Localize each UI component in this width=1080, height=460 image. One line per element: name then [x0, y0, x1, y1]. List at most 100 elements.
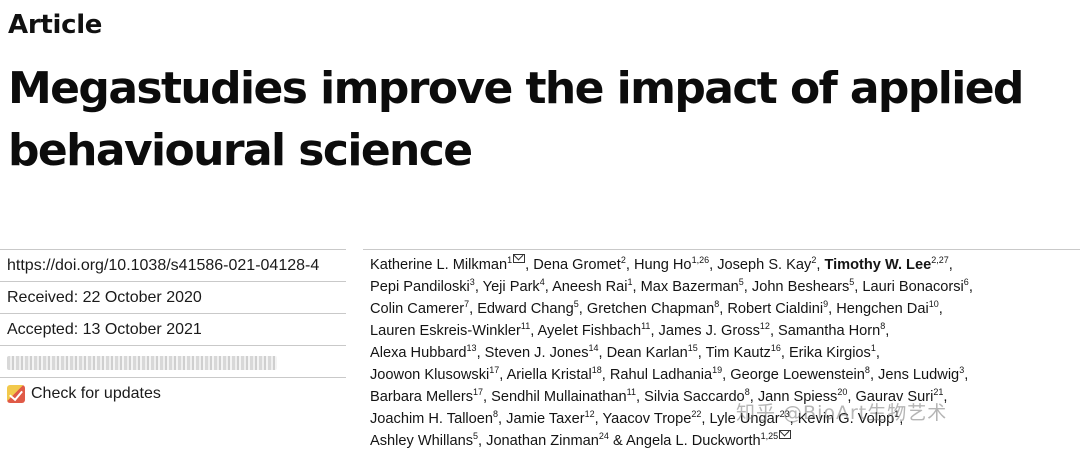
- author-name[interactable]: Timothy W. Lee: [824, 257, 932, 273]
- author-name[interactable]: Alexa Hubbard: [370, 345, 467, 361]
- affiliation-number: 1,26: [691, 255, 710, 266]
- check-for-updates-label: Check for updates: [31, 384, 161, 402]
- accepted-date: Accepted: 13 October 2021: [0, 313, 346, 345]
- author-name[interactable]: James J. Gross: [658, 323, 760, 339]
- author-name[interactable]: Rahul Ladhania: [609, 367, 713, 383]
- affiliation-number: 17: [489, 365, 500, 376]
- author-name[interactable]: Ayelet Fishbach: [537, 323, 642, 339]
- author-name[interactable]: Lauri Bonacorsi: [862, 279, 964, 295]
- author-name[interactable]: Hengchen Dai: [836, 301, 929, 317]
- author-name[interactable]: Barbara Mellers: [370, 389, 474, 405]
- paper-title-line-2: behavioural science: [8, 125, 473, 176]
- author-name[interactable]: Max Bazerman: [640, 279, 739, 295]
- author-name[interactable]: Gaurav Suri: [855, 389, 934, 405]
- author-name[interactable]: Yaacov Trope: [602, 411, 692, 427]
- affiliation-number: 22: [691, 409, 702, 420]
- affiliation-number: 11: [520, 321, 531, 332]
- author-line: Colin Camerer7, Edward Chang5, Gretchen …: [370, 299, 943, 317]
- affiliation-number: 13: [466, 343, 477, 354]
- author-name[interactable]: Silvia Saccardo: [644, 389, 745, 405]
- author-name[interactable]: Katherine L. Milkman: [370, 257, 508, 273]
- article-type-label: Article: [8, 10, 103, 40]
- author-name[interactable]: Robert Cialdini: [727, 301, 824, 317]
- author-name[interactable]: Samantha Horn: [778, 323, 881, 339]
- author-line: Joachim H. Talloen8, Jamie Taxer12, Yaac…: [370, 409, 904, 427]
- affiliation-number: 20: [837, 387, 848, 398]
- author-name[interactable]: Aneesh Rai: [552, 279, 628, 295]
- author-name[interactable]: Jonathan Zinman: [486, 433, 599, 449]
- corresponding-author-email-icon[interactable]: [779, 430, 792, 439]
- author-name[interactable]: Steven J. Jones: [484, 345, 589, 361]
- author-name[interactable]: John Beshears: [751, 279, 850, 295]
- affiliation-number: 1: [627, 277, 633, 288]
- paper-title-line-1: Megastudies improve the impact of applie…: [8, 63, 1024, 114]
- affiliation-number: 5: [473, 431, 479, 442]
- author-name[interactable]: Joachim H. Talloen: [370, 411, 494, 427]
- article-metadata: https://doi.org/10.1038/s41586-021-04128…: [0, 249, 346, 409]
- author-name[interactable]: Joowon Klusowski: [370, 367, 490, 383]
- author-line: Joowon Klusowski17, Ariella Kristal18, R…: [370, 365, 969, 383]
- author-line: Alexa Hubbard13, Steven J. Jones14, Dean…: [370, 343, 880, 361]
- affiliation-number: 23: [779, 409, 790, 420]
- check-for-updates-button[interactable]: Check for updates: [0, 377, 346, 409]
- affiliation-number: 5: [573, 299, 579, 310]
- affiliation-number: 17: [473, 387, 484, 398]
- author-line: Ashley Whillans5, Jonathan Zinman24 & An…: [370, 430, 1078, 452]
- affiliation-number: 9: [823, 299, 829, 310]
- author-name[interactable]: Kevin G. Volpp: [797, 411, 895, 427]
- affiliation-number: 1,25: [760, 431, 779, 442]
- affiliation-number: 18: [591, 365, 602, 376]
- author-name[interactable]: Angela L. Duckworth: [625, 433, 761, 449]
- received-date: Received: 22 October 2020: [0, 281, 346, 313]
- author-name[interactable]: Erika Kirgios: [788, 345, 871, 361]
- affiliation-number: 21: [933, 387, 944, 398]
- affiliation-number: 1: [870, 343, 876, 354]
- author-name[interactable]: Lauren Eskreis-Winkler: [370, 323, 521, 339]
- affiliation-number: 8: [744, 387, 750, 398]
- author-name[interactable]: Gretchen Chapman: [586, 301, 715, 317]
- author-name[interactable]: Dena Gromet: [533, 257, 621, 273]
- affiliation-number: 19: [712, 365, 723, 376]
- author-name[interactable]: Jens Ludwig: [878, 367, 960, 383]
- affiliation-number: 1: [507, 255, 513, 266]
- author-name[interactable]: Colin Camerer: [370, 301, 465, 317]
- affiliation-number: 8: [864, 365, 870, 376]
- affiliation-number: 8: [714, 299, 720, 310]
- affiliation-number: 12: [584, 409, 595, 420]
- check-updates-icon: [7, 384, 25, 403]
- author-line: Lauren Eskreis-Winkler11, Ayelet Fishbac…: [370, 321, 890, 339]
- affiliation-number: 7: [464, 299, 470, 310]
- affiliation-number: 8: [493, 409, 499, 420]
- author-name[interactable]: Yeji Park: [482, 279, 540, 295]
- author-name[interactable]: Jann Spiess: [757, 389, 838, 405]
- author-list: Katherine L. Milkman1, Dena Gromet2, Hun…: [370, 254, 1078, 452]
- author-line: Katherine L. Milkman1, Dena Gromet2, Hun…: [370, 254, 953, 273]
- author-name[interactable]: Ariella Kristal: [506, 367, 592, 383]
- author-name[interactable]: George Loewenstein: [730, 367, 865, 383]
- affiliation-number: 12: [759, 321, 770, 332]
- affiliation-number: 10: [928, 299, 939, 310]
- author-name[interactable]: Edward Chang: [477, 301, 574, 317]
- author-line: Barbara Mellers17, Sendhil Mullainathan1…: [370, 387, 948, 405]
- affiliation-number: 3: [469, 277, 475, 288]
- affiliation-number: 5: [738, 277, 744, 288]
- author-name[interactable]: Pepi Pandiloski: [370, 279, 470, 295]
- author-name[interactable]: Ashley Whillans: [370, 433, 474, 449]
- author-name[interactable]: Sendhil Mullainathan: [491, 389, 627, 405]
- affiliation-number: 2: [620, 255, 626, 266]
- author-name[interactable]: Lyle Ungar: [709, 411, 780, 427]
- affiliation-number: 11: [641, 321, 651, 332]
- author-name[interactable]: Hung Ho: [633, 257, 692, 273]
- affiliation-number: 2: [811, 255, 817, 266]
- affiliation-number: 1: [894, 409, 900, 420]
- author-name[interactable]: Jamie Taxer: [506, 411, 585, 427]
- doi-link[interactable]: https://doi.org/10.1038/s41586-021-04128…: [0, 249, 346, 281]
- affiliation-number: 24: [598, 431, 609, 442]
- author-name[interactable]: Joseph S. Kay: [717, 257, 812, 273]
- author-name[interactable]: Tim Kautz: [705, 345, 771, 361]
- paper-title: Megastudies improve the impact of applie…: [8, 58, 1078, 182]
- corresponding-author-email-icon[interactable]: [513, 254, 526, 263]
- affiliation-number: 15: [687, 343, 698, 354]
- affiliation-number: 5: [849, 277, 855, 288]
- author-name[interactable]: Dean Karlan: [606, 345, 688, 361]
